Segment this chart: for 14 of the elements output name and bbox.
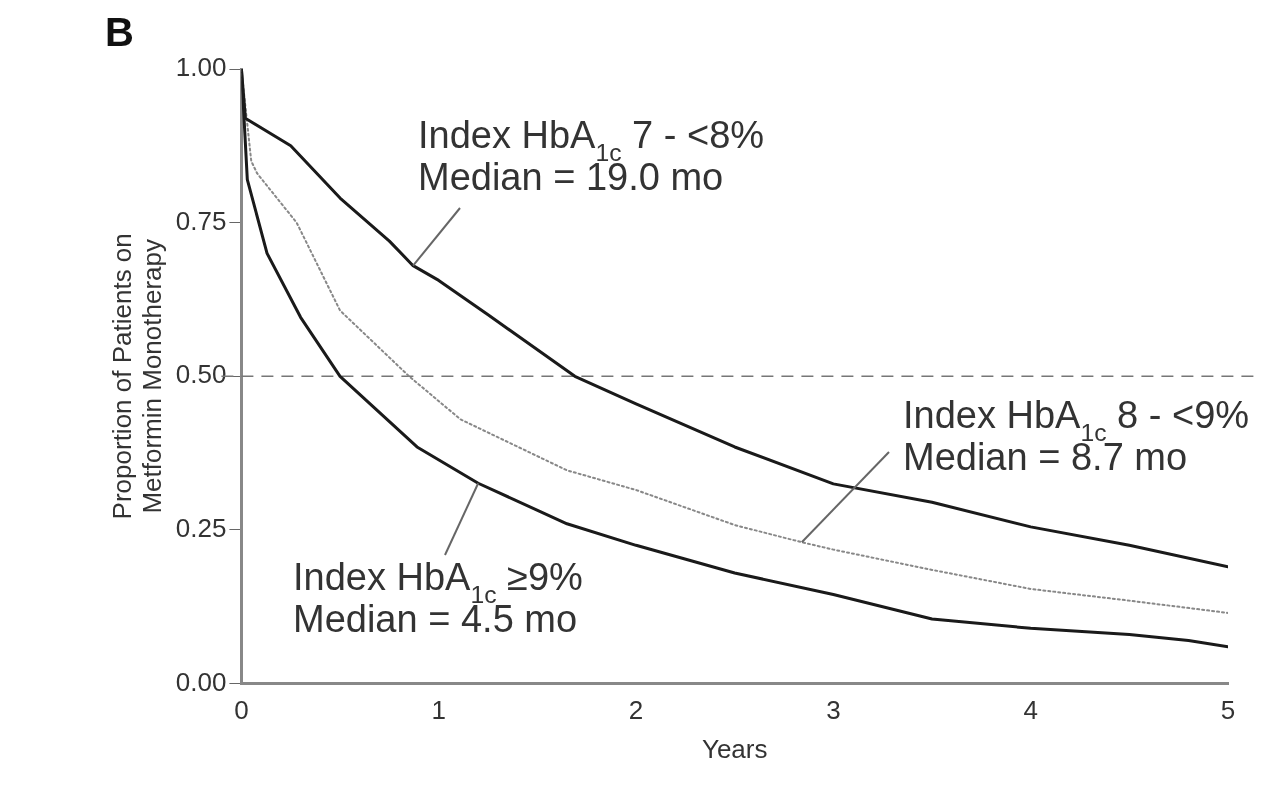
y-tick-label: 1.00 (175, 52, 227, 83)
y-tick-label: 0.25 (175, 513, 227, 544)
y-tick-label: 0.75 (175, 205, 227, 236)
x-axis-title: Years (701, 733, 768, 764)
x-tick-label: 2 (628, 695, 644, 726)
x-tick-label: 5 (1220, 695, 1236, 726)
chart-title: B (105, 10, 134, 55)
x-tick-label: 3 (826, 695, 841, 726)
x-tick-label: 0 (234, 695, 249, 726)
y-tick-label: 0.00 (175, 666, 227, 697)
x-tick-label: 1 (431, 695, 446, 726)
y-axis-title: Proportion of Patients on Metformin Monotherapy (107, 233, 168, 520)
x-tick-label: 4 (1023, 695, 1038, 726)
y-tick-label: 0.50 (175, 359, 227, 390)
